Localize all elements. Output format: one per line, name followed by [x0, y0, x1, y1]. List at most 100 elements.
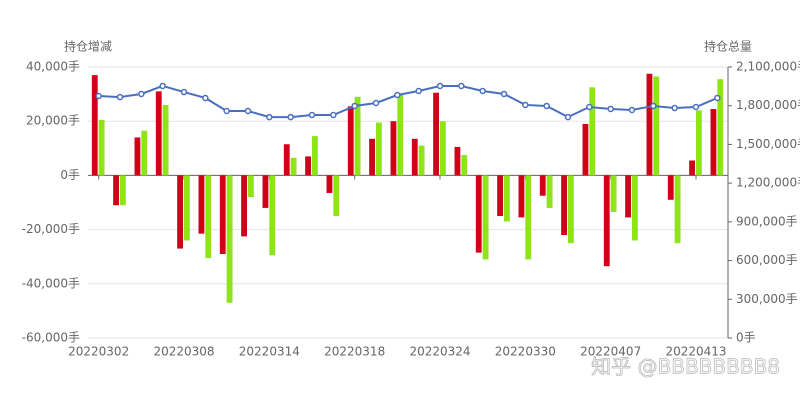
- bar: [475, 175, 482, 253]
- y2-axis-title: 持仓总量: [704, 39, 752, 54]
- bar: [162, 104, 169, 176]
- bar: [411, 138, 418, 176]
- bar: [390, 121, 397, 176]
- y2-tick-label: 600,000手: [736, 253, 798, 267]
- line-point: [671, 104, 678, 112]
- bar: [504, 175, 510, 222]
- y-tick-label: 40,000手: [26, 60, 80, 74]
- bar: [155, 91, 162, 176]
- bar: [561, 175, 567, 236]
- x-tick-label: 20220413: [665, 345, 726, 359]
- line-point: [372, 99, 380, 107]
- bar: [120, 175, 126, 206]
- bar: [646, 73, 653, 176]
- y2-tick-label: 1,800,000手: [736, 98, 800, 112]
- y2-tick-label: 900,000手: [736, 214, 798, 228]
- bar: [184, 175, 190, 241]
- x-tick-label: 20220302: [68, 345, 129, 359]
- bar: [354, 96, 361, 176]
- bar: [290, 157, 297, 176]
- bar: [198, 175, 205, 234]
- x-tick-label: 20220407: [580, 345, 641, 359]
- bar: [241, 175, 247, 237]
- bar: [283, 144, 290, 176]
- line-point: [650, 102, 657, 110]
- line-point: [244, 107, 252, 115]
- x-tick-label: 20220324: [409, 345, 470, 359]
- bar: [518, 175, 525, 218]
- bar: [482, 175, 489, 260]
- bar: [589, 87, 596, 176]
- bar: [98, 119, 105, 176]
- bar: [625, 175, 631, 218]
- line-point: [223, 107, 230, 115]
- line-point: [330, 111, 337, 119]
- bar: [91, 75, 98, 176]
- line-point: [116, 93, 124, 101]
- y-tick-label: -60,000手: [22, 331, 80, 345]
- bar: [141, 130, 148, 176]
- bar: [305, 156, 311, 176]
- bar: [113, 175, 119, 206]
- bar: [347, 106, 354, 176]
- bar: [497, 175, 503, 217]
- bar: [653, 76, 660, 176]
- line-point: [479, 87, 486, 95]
- x-tick-label: 20220330: [495, 345, 556, 359]
- line-point: [500, 90, 508, 98]
- bar: [269, 175, 276, 256]
- bar: [525, 175, 532, 260]
- line-point: [394, 91, 401, 99]
- y-tick-label: 0手: [60, 168, 80, 182]
- bar: [689, 160, 695, 176]
- bar: [632, 175, 638, 241]
- bar: [369, 138, 375, 176]
- bar: [674, 175, 681, 244]
- y2-tick-label: 1,500,000手: [736, 137, 800, 151]
- line-point: [607, 105, 614, 113]
- y-axis-title: 持仓增减: [64, 39, 112, 54]
- y2-tick-label: 2,100,000手: [736, 60, 800, 74]
- line-point: [436, 82, 444, 90]
- line: [98, 84, 718, 119]
- bar: [326, 175, 333, 194]
- bar: [440, 121, 446, 176]
- bar: [582, 123, 589, 176]
- x-tick-label: 20220318: [324, 345, 385, 359]
- bar: [177, 175, 183, 249]
- line-point: [586, 103, 593, 111]
- line-point: [714, 94, 721, 102]
- line-point: [522, 101, 529, 109]
- bar: [418, 145, 425, 176]
- y-tick-label: -40,000手: [22, 276, 80, 290]
- bar: [312, 136, 318, 176]
- bar: [717, 79, 724, 176]
- bar: [610, 175, 617, 212]
- line-point: [159, 82, 166, 90]
- bar: [461, 155, 468, 176]
- bar: [667, 175, 674, 200]
- y2-tick-label: 0手: [736, 331, 756, 345]
- bar: [546, 175, 553, 208]
- line-point: [287, 113, 294, 121]
- line-point: [351, 102, 358, 110]
- line-point: [458, 82, 465, 90]
- bar: [134, 137, 141, 176]
- line-point: [628, 106, 636, 114]
- line-point: [415, 87, 422, 95]
- bar: [568, 175, 574, 244]
- line-point: [202, 94, 209, 102]
- bar: [696, 110, 702, 176]
- line-point: [180, 88, 188, 96]
- bar: [248, 175, 254, 198]
- bar: [603, 175, 610, 267]
- watermark: 知乎 @BBBBBBBB8: [591, 355, 780, 379]
- y-tick-label: 20,000手: [26, 114, 80, 128]
- bar: [539, 175, 546, 196]
- bar: [262, 175, 269, 208]
- x-tick-label: 20220308: [153, 345, 214, 359]
- y2-tick-label: 1,200,000手: [736, 176, 800, 190]
- line-point: [95, 92, 102, 100]
- bar: [226, 175, 233, 303]
- line-point: [266, 113, 273, 121]
